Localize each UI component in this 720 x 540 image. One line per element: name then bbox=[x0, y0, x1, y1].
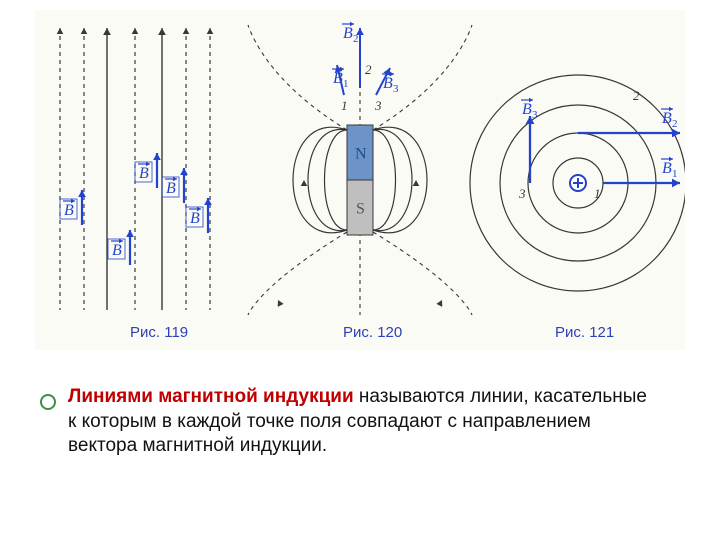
svg-text:Рис. 119: Рис. 119 bbox=[130, 324, 188, 341]
svg-text:B: B bbox=[112, 242, 122, 259]
term: Линиями магнитной индукции bbox=[68, 386, 354, 407]
svg-text:3: 3 bbox=[393, 83, 399, 95]
svg-text:B: B bbox=[662, 160, 672, 177]
figure-background: BBBBBРис. 119NSB11B22B33Рис. 120B11B22B3… bbox=[35, 10, 685, 350]
svg-text:2: 2 bbox=[365, 62, 372, 77]
svg-text:B: B bbox=[139, 165, 149, 182]
svg-text:B: B bbox=[343, 25, 353, 42]
svg-text:3: 3 bbox=[532, 109, 538, 121]
svg-text:1: 1 bbox=[341, 98, 348, 113]
svg-text:2: 2 bbox=[353, 33, 359, 45]
svg-text:2: 2 bbox=[633, 88, 640, 103]
svg-text:1: 1 bbox=[594, 186, 601, 201]
slide: BBBBBРис. 119NSB11B22B33Рис. 120B11B22B3… bbox=[0, 0, 720, 540]
svg-text:B: B bbox=[64, 202, 74, 219]
svg-text:B: B bbox=[662, 110, 672, 127]
svg-text:B: B bbox=[190, 210, 200, 227]
svg-text:S: S bbox=[356, 201, 365, 218]
svg-text:B: B bbox=[166, 180, 176, 197]
svg-text:Рис. 120: Рис. 120 bbox=[343, 324, 402, 341]
svg-text:Рис. 121: Рис. 121 bbox=[555, 324, 614, 341]
svg-text:N: N bbox=[355, 146, 367, 163]
definition-text: Линиями магнитной индукции называются ли… bbox=[40, 385, 660, 459]
svg-text:B: B bbox=[333, 70, 343, 87]
svg-text:3: 3 bbox=[374, 98, 382, 113]
svg-text:B: B bbox=[383, 75, 393, 92]
figures-svg: BBBBBРис. 119NSB11B22B33Рис. 120B11B22B3… bbox=[35, 10, 685, 350]
svg-text:1: 1 bbox=[672, 168, 678, 180]
svg-text:1: 1 bbox=[343, 78, 349, 90]
svg-text:B: B bbox=[522, 101, 532, 118]
svg-text:3: 3 bbox=[518, 186, 526, 201]
svg-text:2: 2 bbox=[672, 118, 678, 130]
